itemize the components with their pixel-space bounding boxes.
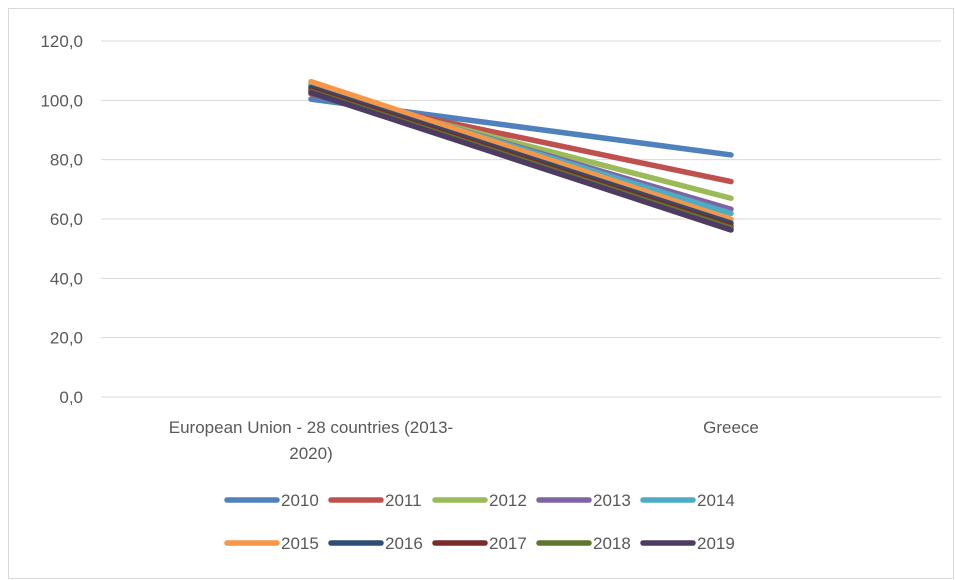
series-line-2019 <box>308 89 734 233</box>
legend-item-2012: 2012 <box>432 491 527 510</box>
legend-item-2013: 2013 <box>536 491 631 510</box>
legend: 2010 2011 2012 2013 2014 2015 2016 2017 2018 2019 <box>224 491 735 553</box>
legend-item-2016: 2016 <box>328 534 423 553</box>
legend-label: 2017 <box>489 534 527 553</box>
y-tick-label: 120,0 <box>40 32 83 51</box>
x-category-label: European Union - 28 countries (2013-2020… <box>169 418 453 463</box>
legend-label: 2011 <box>385 491 422 510</box>
legend-label: 2013 <box>593 491 631 510</box>
legend-label: 2019 <box>697 534 735 553</box>
legend-item-2019: 2019 <box>640 534 735 553</box>
legend-label: 2010 <box>281 491 319 510</box>
y-tick-label: 60,0 <box>50 210 83 229</box>
legend-item-2017: 2017 <box>432 534 527 553</box>
legend-label: 2016 <box>385 534 423 553</box>
legend-label: 2014 <box>697 491 735 510</box>
legend-item-2015: 2015 <box>224 534 319 553</box>
x-axis-categories: European Union - 28 countries (2013-2020… <box>169 418 759 463</box>
series-line-2015 <box>308 78 734 223</box>
legend-item-2011: 2011 <box>328 491 422 510</box>
y-tick-label: 40,0 <box>50 269 83 288</box>
legend-label: 2015 <box>281 534 319 553</box>
y-tick-label: 80,0 <box>50 151 83 170</box>
line-chart: 0,0 20,0 40,0 60,0 80,0 100,0 120,0 European U… <box>40 32 941 553</box>
y-axis-ticks: 0,0 20,0 40,0 60,0 80,0 100,0 120,0 <box>40 32 83 407</box>
legend-item-2018: 2018 <box>536 534 631 553</box>
y-tick-label: 0,0 <box>59 388 83 407</box>
chart-area: 0,0 20,0 40,0 60,0 80,0 100,0 120,0 European U… <box>8 8 954 579</box>
gridlines <box>101 40 941 398</box>
y-tick-label: 20,0 <box>50 329 83 348</box>
legend-label: 2018 <box>593 534 631 553</box>
legend-item-2014: 2014 <box>640 491 735 510</box>
legend-label: 2012 <box>489 491 527 510</box>
x-category-label: Greece <box>703 418 759 437</box>
legend-item-2010: 2010 <box>224 491 319 510</box>
series-lines <box>308 78 734 233</box>
y-tick-label: 100,0 <box>40 91 83 110</box>
